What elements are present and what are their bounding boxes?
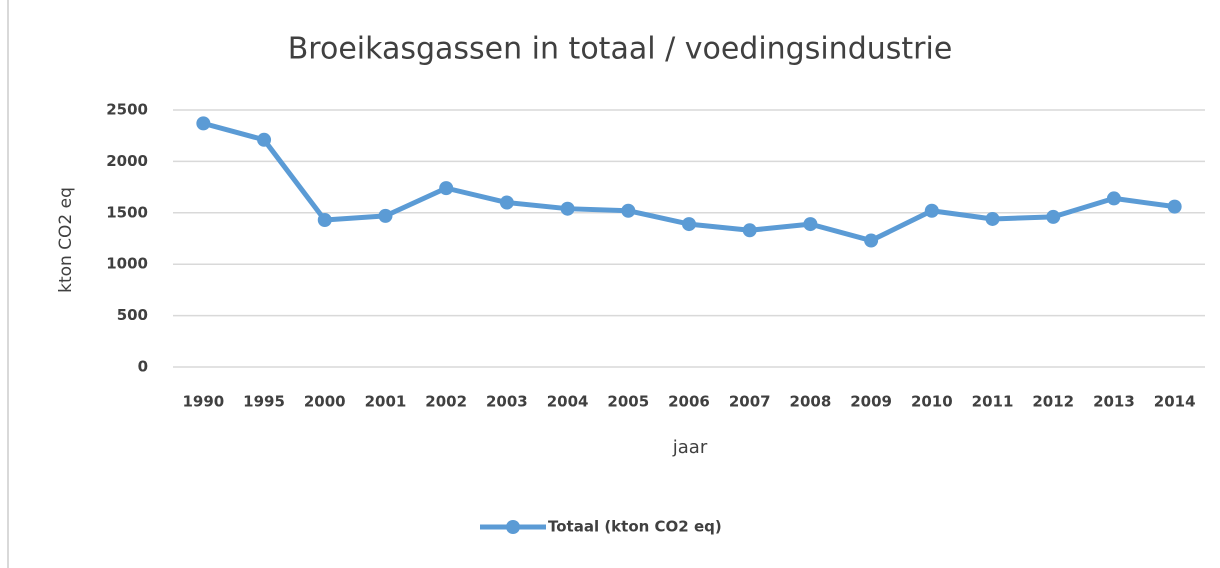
x-tick-label: 1995 <box>243 393 285 411</box>
data-point <box>985 211 1000 226</box>
data-point <box>621 203 636 218</box>
data-point <box>682 217 696 232</box>
x-tick-label: 2003 <box>486 393 528 411</box>
data-point <box>378 208 393 223</box>
data-point <box>499 195 514 210</box>
legend-label: Totaal (kton CO2 eq) <box>548 518 722 536</box>
x-tick-label: 2002 <box>425 393 467 411</box>
data-point <box>1167 199 1182 214</box>
data-point <box>439 181 454 196</box>
data-point <box>1106 191 1121 206</box>
x-tick-label: 2006 <box>668 393 710 411</box>
x-tick-label: 2012 <box>1032 393 1074 411</box>
x-tick-label: 2004 <box>547 393 589 411</box>
x-tick-label: 2005 <box>607 393 649 411</box>
y-tick-label: 500 <box>117 306 148 324</box>
data-point <box>317 212 332 227</box>
data-point <box>257 132 272 147</box>
y-axis-label: kton CO2 eq <box>56 187 76 293</box>
x-tick-label: 1990 <box>182 393 224 411</box>
x-tick-label: 2010 <box>911 393 953 411</box>
x-tick-label: 2001 <box>365 393 407 411</box>
y-tick-label: 2000 <box>106 152 148 170</box>
data-point <box>864 233 879 248</box>
y-tick-label: 0 <box>138 358 148 376</box>
data-point <box>196 116 211 131</box>
x-tick-label: 2008 <box>790 393 832 411</box>
data-point <box>924 203 939 218</box>
x-tick-label: 2000 <box>304 393 346 411</box>
x-tick-label: 2013 <box>1093 393 1135 411</box>
y-tick-label: 1000 <box>106 255 148 273</box>
y-tick-label: 2500 <box>106 101 148 119</box>
x-tick-label: 2014 <box>1154 393 1196 411</box>
x-tick-label: 2009 <box>850 393 892 411</box>
x-axis-label: jaar <box>672 437 708 458</box>
data-point <box>742 223 757 238</box>
x-tick-label: 2011 <box>972 393 1014 411</box>
x-tick-label: 2007 <box>729 393 771 411</box>
y-tick-label: 1500 <box>106 203 148 221</box>
data-point <box>803 217 818 232</box>
chart-title: Broeikasgassen in totaal / voedingsindus… <box>288 32 953 67</box>
legend-marker <box>506 520 520 534</box>
data-point <box>1046 209 1061 224</box>
data-point <box>560 201 575 216</box>
